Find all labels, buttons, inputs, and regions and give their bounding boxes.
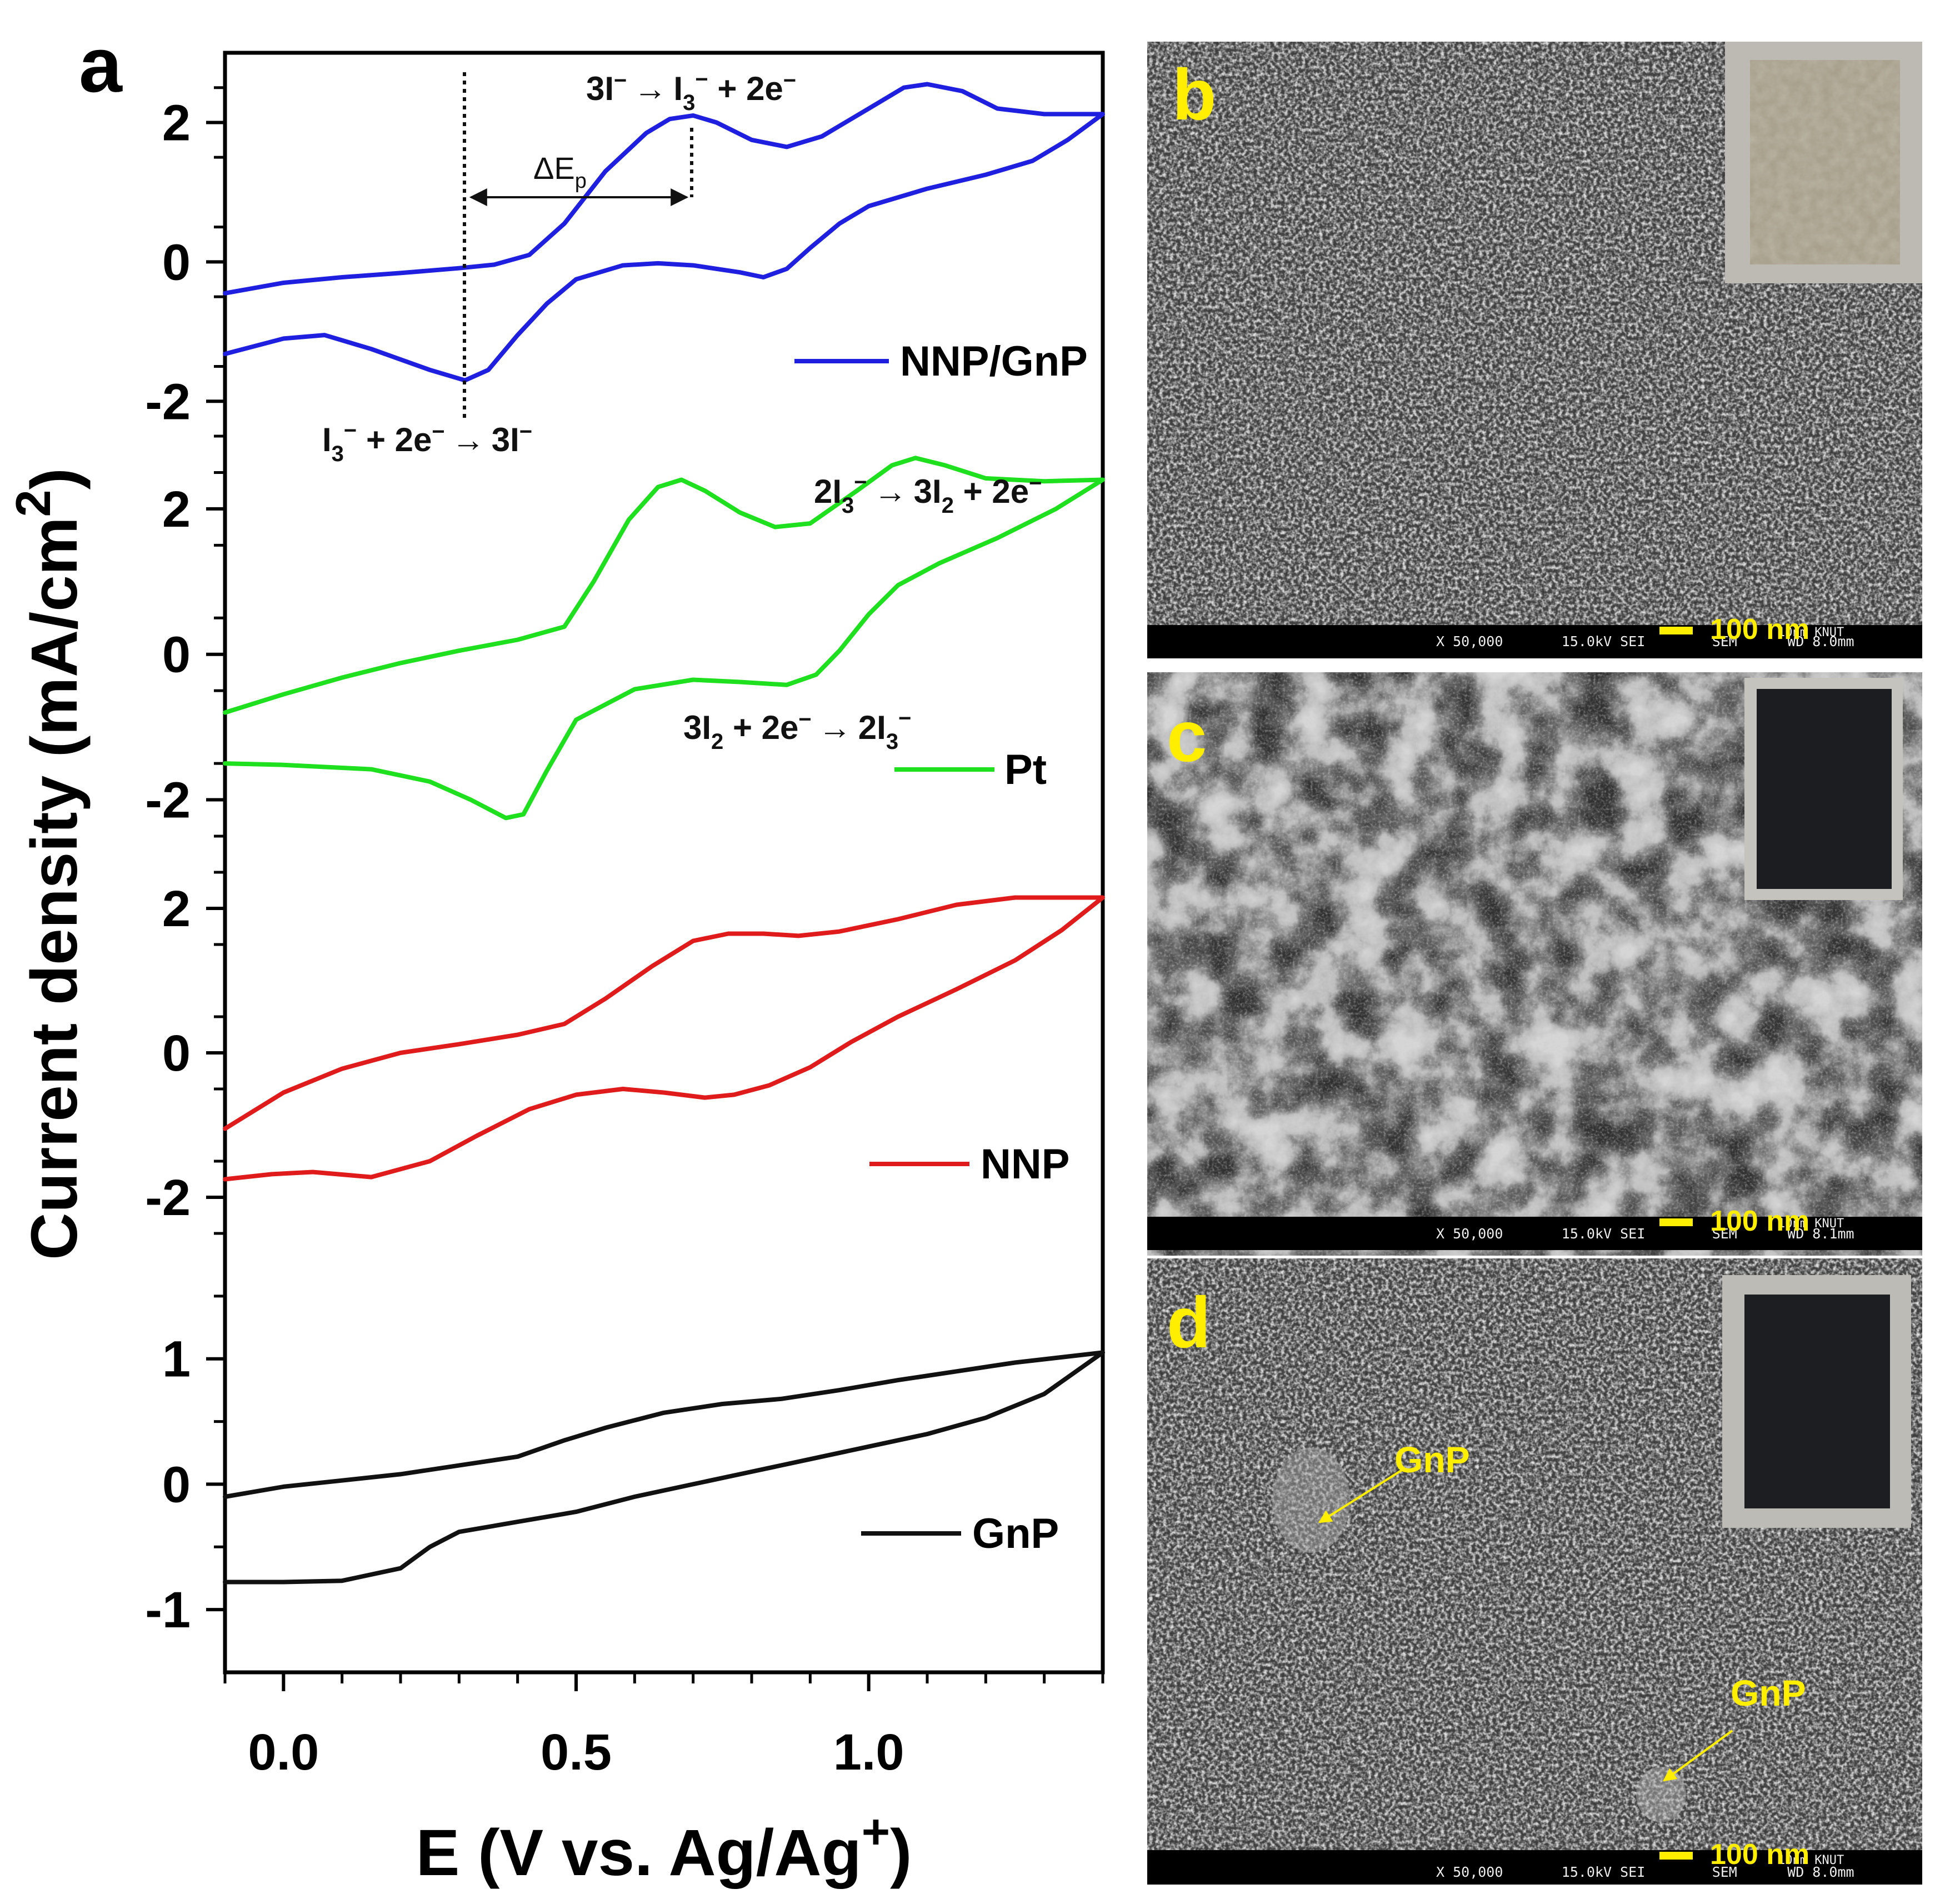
delta-ep-label: ΔEp [533,151,587,193]
y-tick-label: 0 [162,627,191,683]
sem-image-c: X 50,000 15.0kV SEI SEM WD 8.1mm 10nm KN… [1147,672,1922,1256]
peak-annotations: ΔEp 3I− → I3− + 2e− I3− + 2e− → 3I− 2I3− → 3I2… [322,67,1042,754]
y-tick-label: 0 [162,1456,191,1513]
gnp-arrow-1 [1318,1468,1404,1523]
sem-d-corner: 10nm KNUT [1778,1853,1844,1867]
x-tick-label: 0.0 [248,1724,319,1781]
panel-label-c: c [1167,696,1207,777]
sem-image-d: X 50,000 15.0kV SEI SEM WD 8.0mm 10nm KN… [1147,1258,1922,1885]
cv-curve-nnp-gnp [223,82,1105,383]
legend: NNP/GnP Pt NNP GnP [794,338,1088,1557]
x-axis-ticks: 0.0 0.5 1.0 [223,1672,1104,1781]
gnp-flake-2 [1636,1767,1686,1822]
y-tick-label: 2 [162,481,191,538]
gnp-arrow-2 [1663,1730,1733,1782]
sem-d-scale-label: 100 nm [1710,1838,1809,1871]
x-axis-label: E (V vs. Ag/Ag+) [416,1804,912,1890]
y-axis-ticks: -2 0 2 -2 0 2 -2 0 2 -1 0 1 [145,86,225,1638]
y-tick-label: 2 [162,881,191,937]
sem-c-corner: 10nm KNUT [1778,1217,1844,1231]
sem-d-info: X 50,000 15.0kV SEI SEM WD 8.0mm [1436,1864,1854,1880]
y-tick-label: 0 [162,1025,191,1082]
x-tick-label: 1.0 [833,1724,904,1781]
legend-label: Pt [1004,746,1047,793]
sem-b-info: X 50,000 15.0kV SEI SEM WD 8.0mm [1436,633,1854,649]
panel-label-b: b [1172,54,1216,135]
reaction-ox1: 3I− → I3− + 2e− [586,67,796,115]
reaction-red1: I3− + 2e− → 3I− [322,418,532,466]
gnp-label-2: GnP [1731,1672,1806,1713]
y-tick-label: 1 [162,1331,191,1388]
y-tick-label: -2 [145,1170,191,1226]
legend-label: GnP [972,1510,1059,1557]
legend-label: NNP [981,1141,1069,1188]
sem-b-corner: 10nm KNUT [1778,626,1844,639]
gnp-flake-1 [1272,1447,1350,1553]
y-axis-label: Current density (mA/cm2) [6,468,91,1260]
panel-label-a: a [79,21,123,108]
sem-b-info-bar [1147,625,1922,658]
y-tick-label: -2 [145,772,191,829]
sem-d-scale-bar [1659,1852,1693,1860]
cv-panel: a 0.0 0.5 1.0 -202-202-202-101 NNP/GnPPtNN… [6,21,1105,1890]
y-tick-label: -2 [145,373,191,430]
reaction-ox2: 2I3− → 3I2 + 2e− [814,470,1042,518]
y-tick-label: 2 [162,94,191,151]
sem-b-inset-noise [1750,60,1900,264]
panel-label-d: d [1167,1282,1211,1363]
cv-curve-gnp [223,1350,1105,1585]
legend-label: NNP/GnP [900,338,1088,385]
plot-frame [223,51,1105,1675]
sem-b-scale-bar [1659,627,1693,634]
sem-b-scale-label: 100 nm [1710,613,1809,646]
sem-c-inset-sample [1757,689,1892,889]
sem-c-scale-label: 100 nm [1710,1205,1809,1237]
cv-curve-pt [223,456,1105,821]
sem-image-b: X 50,000 15.0kV SEI SEM WD 8.0mm 10nm KN… [1147,42,1922,658]
sem-c-info-bar [1147,1217,1922,1250]
x-tick-label: 0.5 [541,1724,612,1781]
y-tick-label: -1 [145,1582,191,1638]
cv-curves [223,82,1105,1585]
sem-c-info: X 50,000 15.0kV SEI SEM WD 8.1mm [1436,1226,1854,1242]
sem-d-info-bar [1147,1850,1922,1885]
reaction-red2: 3I2 + 2e− → 2I3− [683,706,911,754]
sem-panels: X 50,000 15.0kV SEI SEM WD 8.0mm 10nm KN… [1147,42,1922,1885]
sem-d-inset-sample [1744,1295,1890,1508]
gnp-label-1: GnP [1394,1439,1470,1480]
cv-curve-nnp [223,895,1105,1182]
y-tick-label: 0 [162,234,191,291]
sem-c-scale-bar [1659,1218,1693,1226]
